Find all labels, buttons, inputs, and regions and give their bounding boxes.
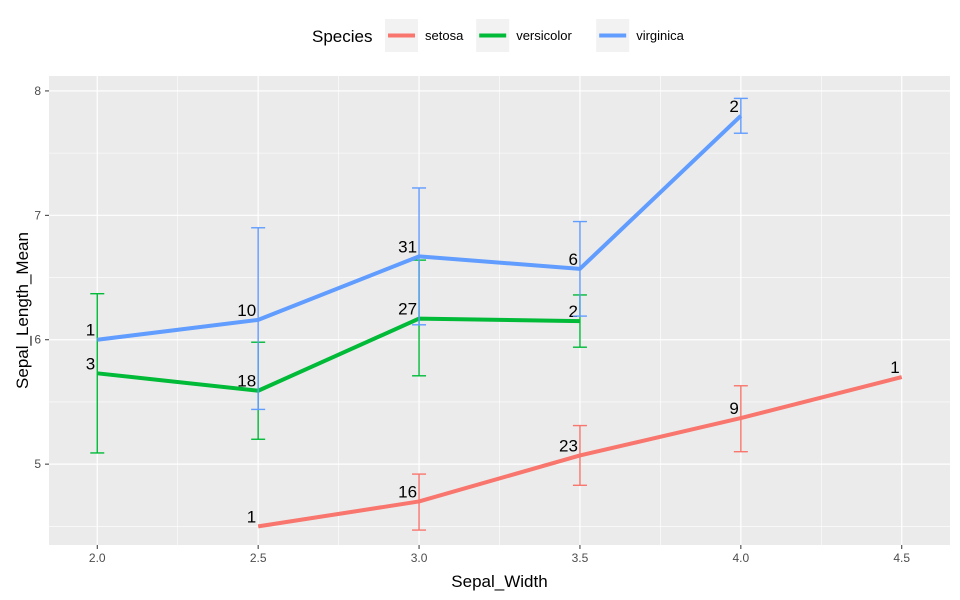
error-bar bbox=[733, 97, 748, 134]
error-bar bbox=[572, 220, 587, 317]
data-label: 3 bbox=[86, 354, 95, 373]
error-bar bbox=[412, 473, 427, 531]
x-tick-label: 2.0 bbox=[89, 551, 106, 565]
legend-label: virginica bbox=[636, 28, 684, 43]
data-label: 1 bbox=[890, 358, 899, 377]
legend-label: versicolor bbox=[516, 28, 572, 43]
x-tick-label: 3.0 bbox=[411, 551, 428, 565]
series-setosa: 1 16 23 9 1 bbox=[247, 358, 903, 531]
data-label: 10 bbox=[237, 301, 256, 320]
data-label: 23 bbox=[559, 436, 578, 455]
data-label: 16 bbox=[398, 482, 417, 501]
y-tick-label: 6 bbox=[34, 333, 41, 347]
x-tick-label: 4.5 bbox=[893, 551, 910, 565]
legend-title: Species bbox=[312, 27, 372, 46]
axes: 2.0 2.5 3.0 3.5 4.0 4.5 5 6 7 8 bbox=[34, 84, 910, 565]
y-tick-label: 7 bbox=[34, 208, 41, 222]
series-line-versicolor bbox=[97, 316, 580, 393]
x-tick-label: 4.0 bbox=[732, 551, 749, 565]
legend-item-virginica: virginica bbox=[596, 19, 685, 52]
y-axis-title: Sepal_Length_Mean bbox=[13, 232, 32, 389]
error-bar bbox=[733, 385, 748, 453]
x-tick-label: 3.5 bbox=[572, 551, 589, 565]
x-axis-title: Sepal_Width bbox=[451, 572, 547, 591]
data-label: 6 bbox=[568, 250, 577, 269]
data-label: 1 bbox=[86, 321, 95, 340]
error-bar bbox=[90, 293, 105, 454]
data-label: 18 bbox=[237, 372, 256, 391]
series-layer: 1 16 23 9 1 3 18 27 2 1 10 31 6 2 bbox=[86, 97, 903, 531]
legend-item-versicolor: versicolor bbox=[476, 19, 572, 52]
data-label: 27 bbox=[398, 300, 417, 319]
error-bar bbox=[412, 187, 427, 326]
error-bar bbox=[251, 227, 266, 411]
data-label: 2 bbox=[729, 97, 738, 116]
x-tick-label: 2.5 bbox=[250, 551, 267, 565]
y-tick-label: 8 bbox=[34, 84, 41, 98]
y-tick-label: 5 bbox=[34, 457, 41, 471]
data-label: 2 bbox=[568, 302, 577, 321]
error-bar bbox=[572, 424, 587, 486]
series-virginica: 1 10 31 6 2 bbox=[86, 97, 748, 411]
legend-label: setosa bbox=[425, 28, 464, 43]
legend: Species setosa versicolor virginica bbox=[312, 19, 685, 52]
data-label: 9 bbox=[729, 399, 738, 418]
legend-item-setosa: setosa bbox=[385, 19, 464, 52]
data-label: 31 bbox=[398, 237, 417, 256]
data-label: 1 bbox=[247, 507, 256, 526]
